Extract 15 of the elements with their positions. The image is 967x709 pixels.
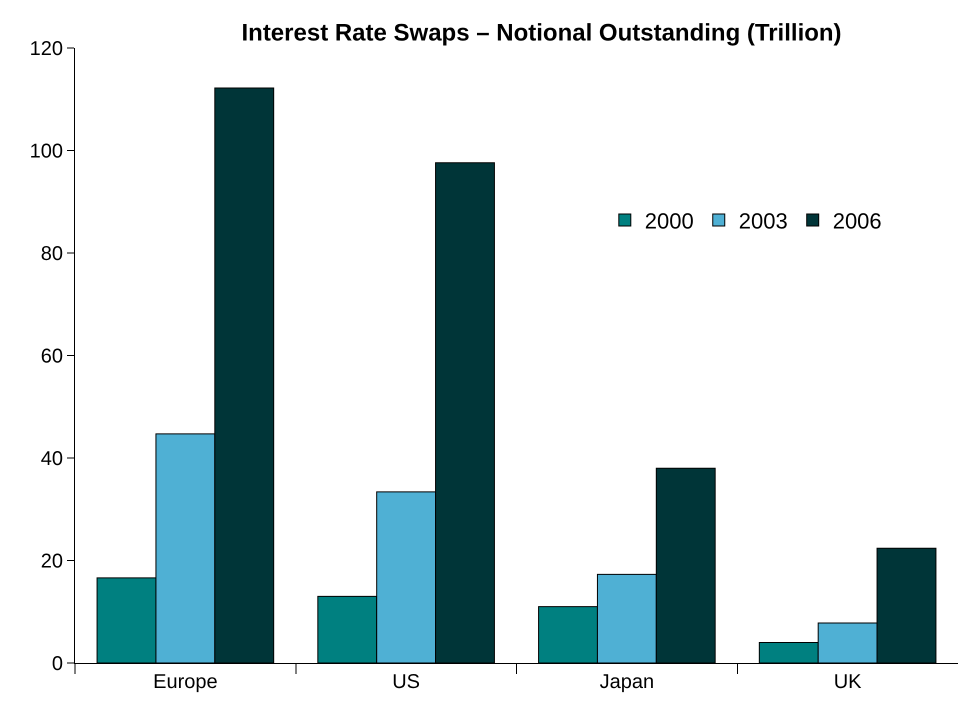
y-tick-label: 80	[40, 243, 63, 265]
legend-label: 2000	[644, 208, 694, 234]
x-tick-label: Japan	[600, 671, 654, 693]
x-tick-label: Europe	[153, 671, 218, 693]
y-tick-label: 100	[30, 140, 63, 162]
legend-label: 2006	[832, 208, 882, 234]
x-tick-label: UK	[834, 671, 862, 693]
y-tick-label: 60	[40, 346, 63, 368]
y-tick-label: 120	[30, 38, 63, 60]
y-tick-label: 0	[52, 653, 63, 675]
x-tick-label: US	[392, 671, 420, 693]
legend-label: 2003	[738, 208, 788, 234]
y-tick-label: 40	[40, 448, 63, 470]
chart-title: Interest Rate Swaps – Notional Outstanding (Trillion)	[241, 19, 842, 46]
y-tick-label: 20	[40, 550, 63, 572]
